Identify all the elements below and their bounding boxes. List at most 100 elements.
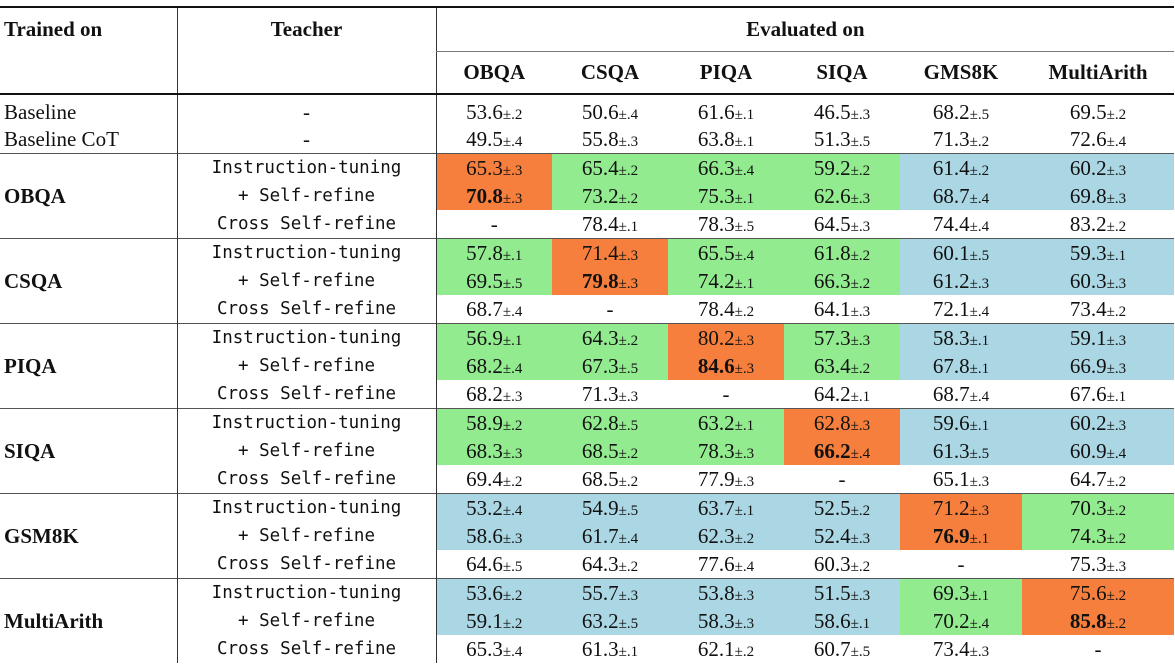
std-value: ±.4 <box>502 360 523 377</box>
score-value: 65.3 <box>466 636 503 661</box>
result-cell: 70.2±.4 <box>900 607 1022 635</box>
std-value: ±.1 <box>734 134 755 150</box>
score-value: 69.5 <box>466 268 503 293</box>
result-cell: 68.5±.2 <box>552 437 668 465</box>
result-cell: 63.8±.1 <box>668 126 784 154</box>
score-value: 60.3 <box>813 551 851 576</box>
score-value: 58.3 <box>697 608 735 633</box>
teacher-label: Cross Self-refine <box>176 210 436 239</box>
std-value: ±.4 <box>618 107 639 123</box>
teacher-label: - <box>176 94 436 126</box>
std-value: ±.2 <box>734 643 755 660</box>
score-value: 80.2 <box>697 325 735 350</box>
std-value: ±.3 <box>502 530 523 547</box>
result-cell: 50.6±.4 <box>552 94 668 126</box>
std-value: ±.3 <box>618 275 639 292</box>
baseline-row: Baseline -53.6±.2 50.6±.4 61.6±.1 46.5±.3 68.… <box>0 94 1174 126</box>
result-cell: 49.5±.4 <box>435 126 552 154</box>
score-value: 73.4 <box>1069 296 1107 321</box>
std-value: ±.2 <box>1106 473 1127 490</box>
result-cell: 71.2±.3 <box>900 493 1022 522</box>
score-value: 55.8 <box>581 127 619 151</box>
table-row: Cross Self-refine 68.7±.4-78.4±.2 64.1±.3 7… <box>0 295 1174 324</box>
result-cell: 46.5±.3 <box>784 94 900 126</box>
score-value: 64.5 <box>813 211 851 236</box>
std-value: ±.3 <box>502 388 523 405</box>
score-value: 70.3 <box>1069 495 1107 520</box>
result-cell: 59.1±.2 <box>435 607 552 635</box>
result-cell: 51.3±.5 <box>784 126 900 154</box>
std-value: ±.2 <box>850 558 871 575</box>
std-value: ±.3 <box>618 587 639 604</box>
std-value: ±.4 <box>850 445 871 462</box>
result-cell: - <box>668 380 784 409</box>
result-cell: 62.3±.2 <box>668 522 784 550</box>
result-cell: 61.3±.5 <box>900 437 1022 465</box>
result-cell: 59.2±.2 <box>784 153 900 182</box>
table-row: + Self-refine 68.3±.3 68.5±.2 78.3±.3 66.2±.… <box>0 437 1175 465</box>
result-cell: 58.6±.1 <box>784 607 900 635</box>
score-value: 66.9 <box>1069 353 1107 378</box>
result-cell: 51.5±.3 <box>784 578 900 607</box>
result-cell: 67.6±.1 <box>1022 380 1174 409</box>
std-value: ±.2 <box>969 162 990 179</box>
score-value: 83.2 <box>1069 211 1107 236</box>
score-value: 64.3 <box>581 551 619 576</box>
result-cell: 60.3±.3 <box>1022 267 1175 295</box>
score-value: 65.3 <box>466 155 503 180</box>
std-value: ±.1 <box>618 643 639 660</box>
score-value: 59.1 <box>1069 325 1107 350</box>
trained-on-group: MultiArith <box>0 578 177 663</box>
score-value: 59.3 <box>1069 240 1107 265</box>
score-value: 53.6 <box>466 580 503 605</box>
std-value: ±.5 <box>734 218 755 235</box>
std-value: ±.4 <box>969 615 990 632</box>
result-cell: 61.4±.2 <box>900 153 1022 182</box>
score-value: 68.7 <box>932 183 970 208</box>
std-value: ±.1 <box>734 190 755 207</box>
result-cell: 73.2±.2 <box>552 182 668 210</box>
result-cell: 65.5±.4 <box>668 238 784 267</box>
result-cell: 66.3±.2 <box>784 267 900 295</box>
result-cell: 68.2±.3 <box>435 380 552 409</box>
score-value: 74.3 <box>1069 523 1107 548</box>
result-cell: 53.6±.2 <box>435 94 552 126</box>
result-cell: 68.7±.4 <box>900 182 1022 210</box>
std-value: ±.4 <box>969 190 990 207</box>
std-value: ±.4 <box>502 643 523 660</box>
trained-on-group: OBQA <box>0 153 177 239</box>
std-value: ±.1 <box>969 587 990 604</box>
result-cell: 61.7±.4 <box>552 522 668 550</box>
result-cell: 68.7±.4 <box>900 380 1022 409</box>
result-cell: 53.8±.3 <box>668 578 784 607</box>
score-value: 70.8 <box>466 183 503 208</box>
result-cell: 75.6±.2 <box>1022 578 1175 607</box>
std-value: ±.3 <box>850 303 871 320</box>
result-cell: 69.5±.5 <box>435 267 552 295</box>
score-value: 68.5 <box>581 438 619 463</box>
teacher-label: Instruction-tuning <box>176 153 436 182</box>
score-value: 68.2 <box>932 100 970 124</box>
score-value: 69.4 <box>466 466 503 491</box>
result-cell: 58.3±.1 <box>900 323 1022 352</box>
score-value: 77.6 <box>697 551 735 576</box>
std-value: ±.2 <box>734 303 755 320</box>
std-value: ±.3 <box>618 247 639 264</box>
header-empty <box>176 51 436 95</box>
score-value: 61.3 <box>581 636 619 661</box>
result-cell: 53.2±.4 <box>435 493 552 522</box>
table-row: PIQA Instruction-tuning 56.9±.1 64.3±.2 80.2… <box>0 323 1175 409</box>
score-value: 58.9 <box>466 410 503 435</box>
result-cell: 68.5±.2 <box>552 465 668 494</box>
std-value: ±.2 <box>850 502 871 519</box>
result-cell: 67.8±.1 <box>900 352 1022 380</box>
score-value: 49.5 <box>466 127 503 151</box>
std-value: ±.3 <box>850 587 871 604</box>
baseline-row: Baseline CoT -49.5±.4 55.8±.3 63.8±.1 51.3±.… <box>0 126 1174 154</box>
std-value: ±.2 <box>1106 530 1127 547</box>
std-value: ±.4 <box>502 134 523 150</box>
std-value: ±.5 <box>618 417 639 434</box>
score-value: 75.3 <box>697 183 735 208</box>
result-cell: 67.3±.5 <box>552 352 668 380</box>
score-value: 53.2 <box>466 495 503 520</box>
